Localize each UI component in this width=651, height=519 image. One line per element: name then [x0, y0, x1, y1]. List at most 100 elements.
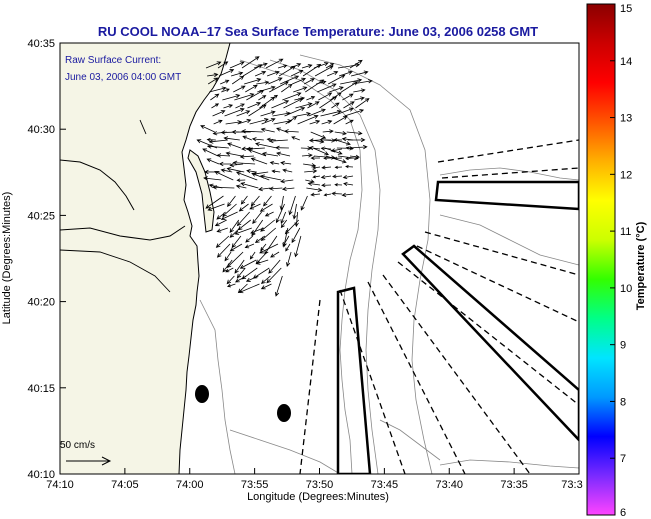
- current-vector: [265, 58, 284, 69]
- current-vector: [300, 195, 308, 211]
- temperature-colorbar: 15 14 13 12 11 10 9 8 7 6 Temperature (°C): [586, 3, 647, 519]
- current-vector: [229, 227, 241, 238]
- current-vector: [227, 142, 242, 149]
- current-vector: [307, 101, 320, 109]
- current-vector: [212, 185, 235, 190]
- current-vector: [325, 63, 335, 69]
- current-vector: [239, 154, 255, 159]
- current-vector: [229, 61, 245, 69]
- current-vector: [342, 93, 354, 101]
- current-vector: [294, 235, 302, 258]
- current-vector: [254, 235, 266, 244]
- current-vector: [261, 118, 276, 125]
- current-vector: [223, 104, 234, 109]
- y-tick-label: 40:10: [27, 469, 55, 481]
- current-vector: [284, 106, 306, 117]
- current-vector: [255, 259, 269, 265]
- current-vector: [326, 70, 339, 77]
- colorbar-tick-label: 12: [620, 169, 632, 181]
- current-vector: [255, 142, 277, 149]
- current-vector: [308, 138, 321, 143]
- current-vector: [341, 192, 354, 198]
- current-vector: [341, 81, 359, 93]
- colorbar-gradient: [586, 3, 616, 516]
- current-vector: [226, 166, 245, 173]
- current-vector: [330, 148, 343, 153]
- current-vector: [244, 243, 255, 249]
- current-vector: [282, 92, 302, 101]
- land-mass: [60, 43, 231, 474]
- current-vector: [292, 203, 297, 220]
- current-vector: [207, 72, 219, 78]
- y-axis-label: Latitude (Degrees:Minutes): [1, 192, 13, 325]
- current-vector: [284, 129, 299, 134]
- current-vector: [343, 101, 355, 109]
- current-vector: [343, 182, 354, 187]
- current-vector: [282, 168, 293, 173]
- current-vector: [275, 145, 289, 150]
- current-vector: [236, 211, 250, 227]
- current-vector: [271, 169, 281, 174]
- current-vector: [341, 136, 354, 142]
- current-vector: [229, 243, 243, 252]
- current-vector: [348, 144, 368, 150]
- current-vector: [275, 203, 285, 224]
- current-vector: [248, 104, 267, 117]
- current-vector: [321, 183, 332, 188]
- current-vector: [318, 92, 333, 101]
- vector-scale-label: 50 cm/s: [60, 440, 95, 451]
- x-tick-label: 73:35: [500, 479, 528, 491]
- current-vector: [202, 148, 219, 157]
- current-vector: [258, 95, 267, 101]
- current-vector: [334, 165, 343, 169]
- current-vector: [334, 183, 343, 187]
- colorbar-label: Temperature (°C): [635, 221, 647, 310]
- colorbar-tick-label: 13: [620, 113, 632, 125]
- x-tick-label: 74:00: [176, 479, 204, 491]
- x-tick-label: 73:55: [241, 479, 269, 491]
- colorbar-tick-label: 11: [620, 226, 631, 238]
- x-tick-label: 73:50: [306, 479, 334, 491]
- current-vector: [220, 79, 230, 85]
- current-vector: [217, 61, 229, 69]
- current-vector: [268, 138, 288, 144]
- current-vector: [310, 156, 321, 160]
- current-vector: [234, 275, 247, 283]
- current-vector: [321, 119, 333, 125]
- current-vector: [216, 227, 228, 233]
- current-vector: [250, 195, 260, 207]
- current-vector: [203, 169, 221, 175]
- current-vector: [216, 243, 231, 258]
- y-axis-ticks: 40:35 40:30 40:25 40:20 40:15 40:10: [27, 38, 66, 481]
- current-vector: [323, 193, 332, 197]
- current-vector: [317, 83, 337, 93]
- current-vector: [250, 227, 264, 234]
- current-vector: [349, 154, 361, 159]
- current-vector: [245, 84, 258, 93]
- current-vector: [290, 69, 304, 77]
- buoy-marker: [195, 385, 209, 403]
- current-vector: [353, 88, 366, 93]
- current-vector: [207, 77, 219, 85]
- current-vector: [236, 178, 246, 183]
- current-vector: [320, 174, 332, 180]
- current-vector: [345, 156, 354, 161]
- current-vector: [281, 83, 293, 93]
- current-vector: [302, 63, 322, 77]
- current-vector: [280, 160, 292, 166]
- current-vector: [264, 211, 274, 217]
- current-vector: [312, 166, 321, 170]
- current-vector: [258, 186, 271, 192]
- current-vector: [268, 77, 283, 85]
- current-vector: [260, 110, 276, 117]
- current-vector: [309, 119, 321, 125]
- current-vector: [273, 119, 293, 125]
- current-vector: [205, 61, 222, 69]
- current-vector: [303, 163, 317, 168]
- current-vector: [245, 235, 254, 243]
- current-vector: [209, 86, 227, 93]
- current-vector: [308, 145, 321, 151]
- current-vector: [249, 251, 256, 260]
- current-vector: [234, 93, 255, 101]
- current-vector: [283, 98, 304, 109]
